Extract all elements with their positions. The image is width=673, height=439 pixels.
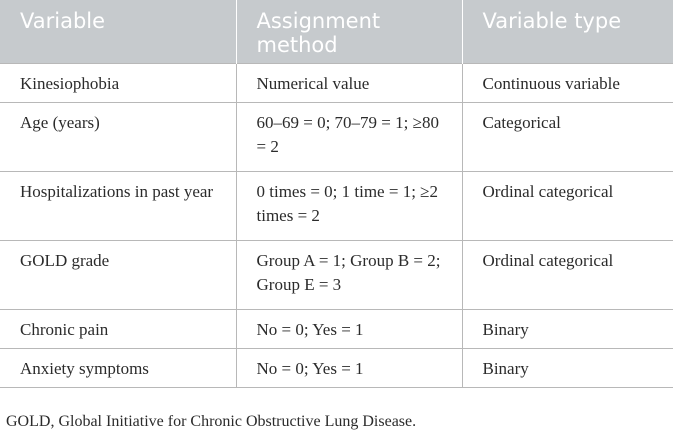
cell-assignment: Numerical value: [235, 63, 462, 103]
cell-variable: Chronic pain: [0, 309, 236, 349]
cell-assignment: No = 0; Yes = 1: [235, 348, 462, 388]
cell-assignment: No = 0; Yes = 1: [235, 309, 462, 349]
cell-type: Ordinal categorical: [461, 240, 673, 310]
cell-assignment: 0 times = 0; 1 time = 1; ≥2 times = 2: [235, 171, 462, 241]
table-footnote: GOLD, Global Initiative for Chronic Obst…: [6, 413, 417, 430]
cell-type: Binary: [461, 309, 673, 349]
cell-assignment: 60–69 = 0; 70–79 = 1; ≥80 = 2: [235, 102, 462, 172]
variable-assignment-table: Variable Assignment method Variable type…: [0, 0, 673, 388]
header-variable: Variable: [0, 0, 236, 64]
table-row: Age (years) 60–69 = 0; 70–79 = 1; ≥80 = …: [0, 102, 673, 172]
cell-type: Binary: [461, 348, 673, 388]
table-row: Chronic pain No = 0; Yes = 1 Binary: [0, 309, 673, 349]
cell-assignment: Group A = 1; Group B = 2; Group E = 3: [235, 240, 462, 310]
cell-variable: Hospitalizations in past year: [0, 171, 236, 241]
header-row: Variable Assignment method Variable type: [0, 0, 673, 64]
cell-type: Ordinal categorical: [461, 171, 673, 241]
table-row: Hospitalizations in past year 0 times = …: [0, 171, 673, 241]
cell-variable: Anxiety symptoms: [0, 348, 236, 388]
table-row: Anxiety symptoms No = 0; Yes = 1 Binary: [0, 348, 673, 388]
cell-type: Continuous variable: [461, 63, 673, 103]
cell-type: Categorical: [461, 102, 673, 172]
table-row: Kinesiophobia Numerical value Continuous…: [0, 63, 673, 103]
header-assignment-method: Assignment method: [235, 0, 462, 64]
data-table: Variable Assignment method Variable type…: [0, 0, 673, 388]
cell-variable: Age (years): [0, 102, 236, 172]
header-variable-type: Variable type: [461, 0, 673, 64]
cell-variable: GOLD grade: [0, 240, 236, 310]
table-row: GOLD grade Group A = 1; Group B = 2; Gro…: [0, 240, 673, 310]
cell-variable: Kinesiophobia: [0, 63, 236, 103]
